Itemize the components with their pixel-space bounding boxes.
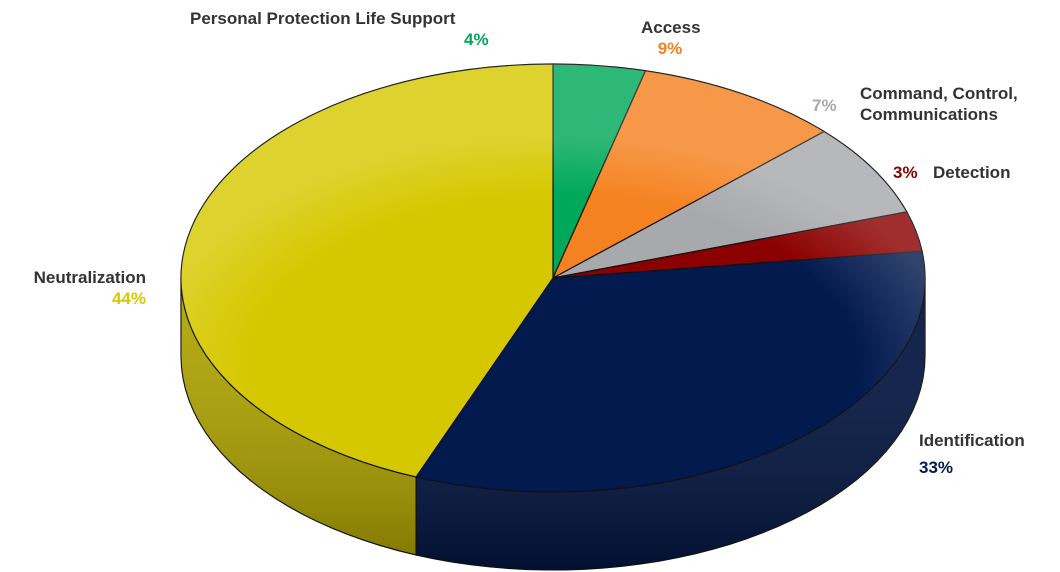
slice-name-identification: Identification xyxy=(919,431,1025,450)
slice-label-access: Access 9% xyxy=(641,17,701,59)
slice-name-command-line-1: Command, Control, xyxy=(860,84,1018,103)
slice-value-command: 7% xyxy=(812,96,837,115)
slice-label-personal-protection: Personal Protection Life Support 4% xyxy=(190,8,489,50)
pie-top-highlight xyxy=(181,64,925,492)
slice-name-command-line-2: Communications xyxy=(860,105,998,124)
slice-name-access: Access xyxy=(641,18,701,37)
slice-label-neutralization: Neutralization 44% xyxy=(8,267,146,309)
pie-side-shade-neutralization xyxy=(181,278,417,555)
slice-value-access: 9% xyxy=(657,39,683,58)
slice-value-identification: 33% xyxy=(919,458,954,477)
slice-name-neutralization: Neutralization xyxy=(33,268,146,287)
slice-label-identification: Identification 33% xyxy=(919,430,1025,478)
slice-value-neutralization: 44% xyxy=(111,289,146,308)
pie-side-shade-identification xyxy=(416,278,925,570)
slice-name-personal-protection: Personal Protection Life Support xyxy=(190,9,456,28)
slice-label-command: Command, Control, Communications xyxy=(860,83,1018,125)
slice-name-detection: Detection xyxy=(933,163,1011,182)
slice-value-personal-protection: 4% xyxy=(464,30,489,49)
slice-value-detection: 3% xyxy=(893,163,918,182)
